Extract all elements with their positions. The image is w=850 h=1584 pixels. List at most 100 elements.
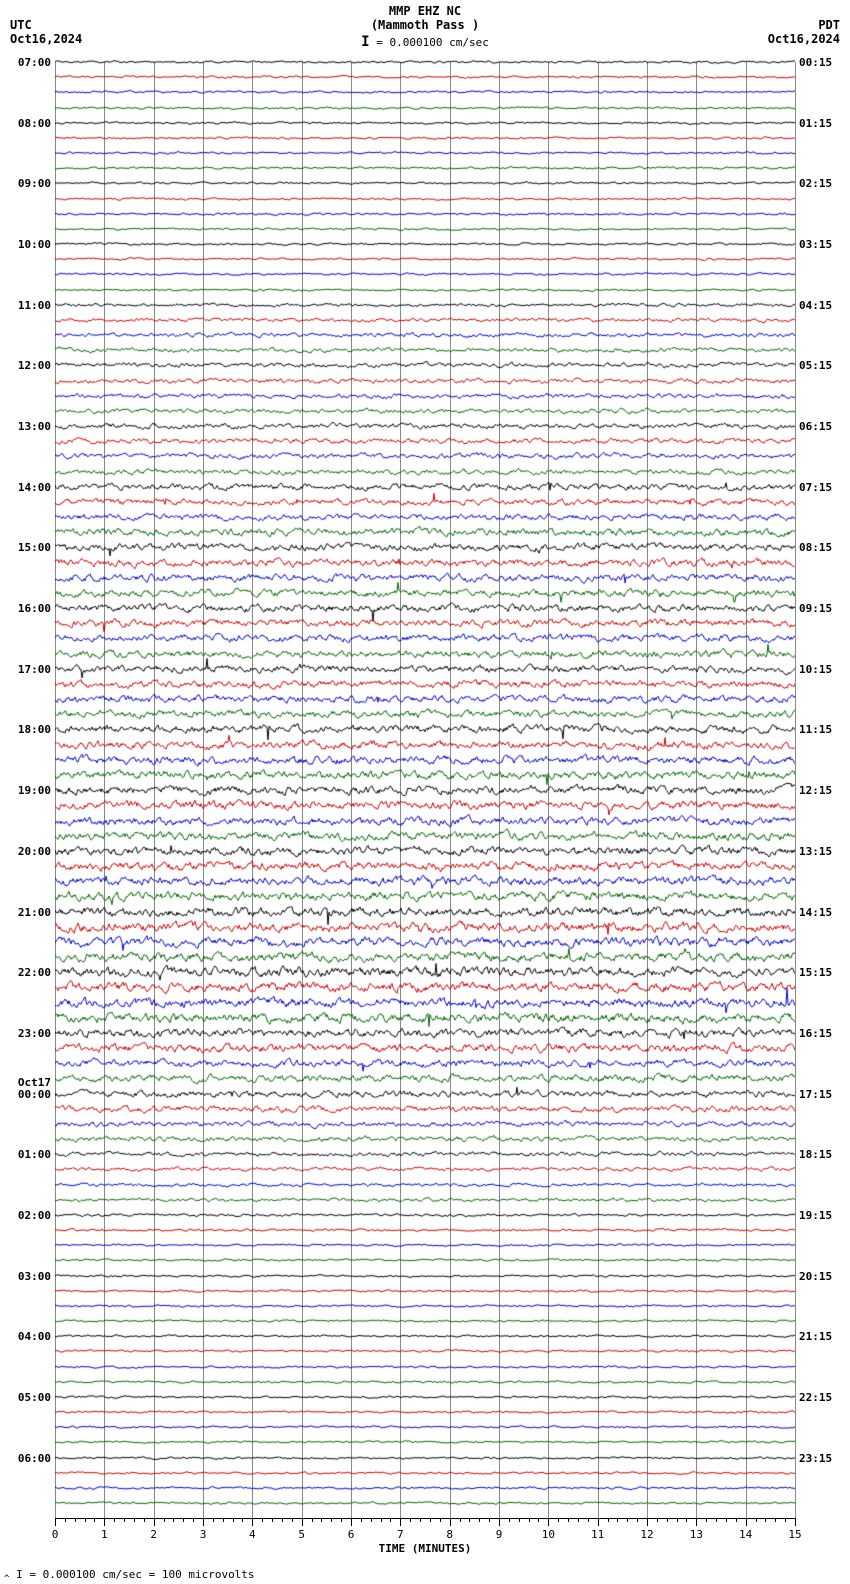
time-label-utc: 08:00 bbox=[3, 118, 51, 129]
xtick-minor bbox=[341, 1518, 342, 1522]
time-label-pdt: 15:15 bbox=[799, 967, 847, 978]
xtick-label: 8 bbox=[446, 1528, 453, 1541]
xtick-major bbox=[104, 1518, 105, 1526]
xtick-label: 12 bbox=[640, 1528, 653, 1541]
xtick-minor bbox=[85, 1518, 86, 1522]
time-label-utc: 02:00 bbox=[3, 1210, 51, 1221]
xtick-major bbox=[55, 1518, 56, 1526]
x-axis: TIME (MINUTES) 0123456789101112131415 bbox=[55, 1518, 795, 1558]
time-label-pdt: 05:15 bbox=[799, 360, 847, 371]
xtick-label: 10 bbox=[542, 1528, 555, 1541]
time-label-utc: 01:00 bbox=[3, 1149, 51, 1160]
seismic-trace bbox=[55, 1488, 795, 1518]
xtick-minor bbox=[381, 1518, 382, 1522]
time-label-utc: 21:00 bbox=[3, 907, 51, 918]
time-label-utc: 18:00 bbox=[3, 724, 51, 735]
xtick-minor bbox=[519, 1518, 520, 1522]
xtick-major bbox=[746, 1518, 747, 1526]
xtick-label: 4 bbox=[249, 1528, 256, 1541]
time-label-utc: 12:00 bbox=[3, 360, 51, 371]
xtick-major bbox=[203, 1518, 204, 1526]
xtick-minor bbox=[114, 1518, 115, 1522]
xtick-label: 14 bbox=[739, 1528, 752, 1541]
time-label-pdt: 14:15 bbox=[799, 907, 847, 918]
xtick-major bbox=[351, 1518, 352, 1526]
time-label-utc: 11:00 bbox=[3, 300, 51, 311]
time-label-utc: 10:00 bbox=[3, 239, 51, 250]
time-label-utc: 15:00 bbox=[3, 542, 51, 553]
footer-scale: ^ I = 0.000100 cm/sec = 100 microvolts bbox=[4, 1568, 255, 1584]
xtick-minor bbox=[361, 1518, 362, 1522]
xtick-minor bbox=[736, 1518, 737, 1522]
xtick-minor bbox=[479, 1518, 480, 1522]
station-subtitle: (Mammoth Pass ) bbox=[0, 18, 850, 32]
time-label-utc: 22:00 bbox=[3, 967, 51, 978]
xtick-minor bbox=[706, 1518, 707, 1522]
xtick-minor bbox=[430, 1518, 431, 1522]
time-label-utc: 03:00 bbox=[3, 1271, 51, 1282]
xtick-major bbox=[302, 1518, 303, 1526]
xtick-label: 7 bbox=[397, 1528, 404, 1541]
xtick-minor bbox=[509, 1518, 510, 1522]
xtick-minor bbox=[558, 1518, 559, 1522]
xtick-minor bbox=[637, 1518, 638, 1522]
xtick-minor bbox=[272, 1518, 273, 1522]
xtick-major bbox=[795, 1518, 796, 1526]
xtick-minor bbox=[312, 1518, 313, 1522]
xtick-minor bbox=[726, 1518, 727, 1522]
xtick-major bbox=[450, 1518, 451, 1526]
xtick-minor bbox=[164, 1518, 165, 1522]
time-label-utc: 16:00 bbox=[3, 603, 51, 614]
xtick-minor bbox=[390, 1518, 391, 1522]
time-label-utc: 13:00 bbox=[3, 421, 51, 432]
time-label-utc: 00:00 bbox=[3, 1089, 51, 1100]
time-label-pdt: 01:15 bbox=[799, 118, 847, 129]
xtick-minor bbox=[262, 1518, 263, 1522]
xtick-minor bbox=[233, 1518, 234, 1522]
time-label-utc: 23:00 bbox=[3, 1028, 51, 1039]
xtick-minor bbox=[144, 1518, 145, 1522]
time-label-pdt: 02:15 bbox=[799, 178, 847, 189]
xtick-label: 3 bbox=[200, 1528, 207, 1541]
time-label-pdt: 12:15 bbox=[799, 785, 847, 796]
xtick-minor bbox=[223, 1518, 224, 1522]
xtick-minor bbox=[193, 1518, 194, 1522]
station-title: MMP EHZ NC bbox=[0, 0, 850, 18]
xtick-label: 6 bbox=[348, 1528, 355, 1541]
plot-area: 07:0000:1508:0001:1509:0002:1510:0003:15… bbox=[55, 62, 795, 1518]
time-label-pdt: 06:15 bbox=[799, 421, 847, 432]
xtick-minor bbox=[292, 1518, 293, 1522]
xtick-minor bbox=[627, 1518, 628, 1522]
xtick-major bbox=[647, 1518, 648, 1526]
xtick-label: 9 bbox=[496, 1528, 503, 1541]
time-label-utc: 17:00 bbox=[3, 664, 51, 675]
time-label-pdt: 18:15 bbox=[799, 1149, 847, 1160]
xtick-major bbox=[499, 1518, 500, 1526]
time-label-utc: 07:00 bbox=[3, 57, 51, 68]
time-label-pdt: 08:15 bbox=[799, 542, 847, 553]
x-axis-title: TIME (MINUTES) bbox=[55, 1542, 795, 1555]
xtick-minor bbox=[677, 1518, 678, 1522]
xtick-label: 5 bbox=[298, 1528, 305, 1541]
xtick-minor bbox=[578, 1518, 579, 1522]
time-label-pdt: 00:15 bbox=[799, 57, 847, 68]
xtick-minor bbox=[538, 1518, 539, 1522]
xtick-major bbox=[154, 1518, 155, 1526]
xtick-label: 11 bbox=[591, 1528, 604, 1541]
gridline-vertical bbox=[795, 62, 796, 1518]
xtick-minor bbox=[213, 1518, 214, 1522]
time-label-pdt: 13:15 bbox=[799, 846, 847, 857]
xtick-major bbox=[696, 1518, 697, 1526]
xtick-minor bbox=[331, 1518, 332, 1522]
time-label-utc: 14:00 bbox=[3, 482, 51, 493]
time-label-pdt: 19:15 bbox=[799, 1210, 847, 1221]
xtick-minor bbox=[617, 1518, 618, 1522]
xtick-major bbox=[252, 1518, 253, 1526]
tz-left-date: Oct16,2024 bbox=[10, 32, 82, 46]
time-label-pdt: 07:15 bbox=[799, 482, 847, 493]
xtick-minor bbox=[94, 1518, 95, 1522]
seismogram-container: MMP EHZ NC (Mammoth Pass ) I = 0.000100 … bbox=[0, 0, 850, 1584]
xtick-minor bbox=[242, 1518, 243, 1522]
time-label-pdt: 03:15 bbox=[799, 239, 847, 250]
time-label-pdt: 22:15 bbox=[799, 1392, 847, 1403]
